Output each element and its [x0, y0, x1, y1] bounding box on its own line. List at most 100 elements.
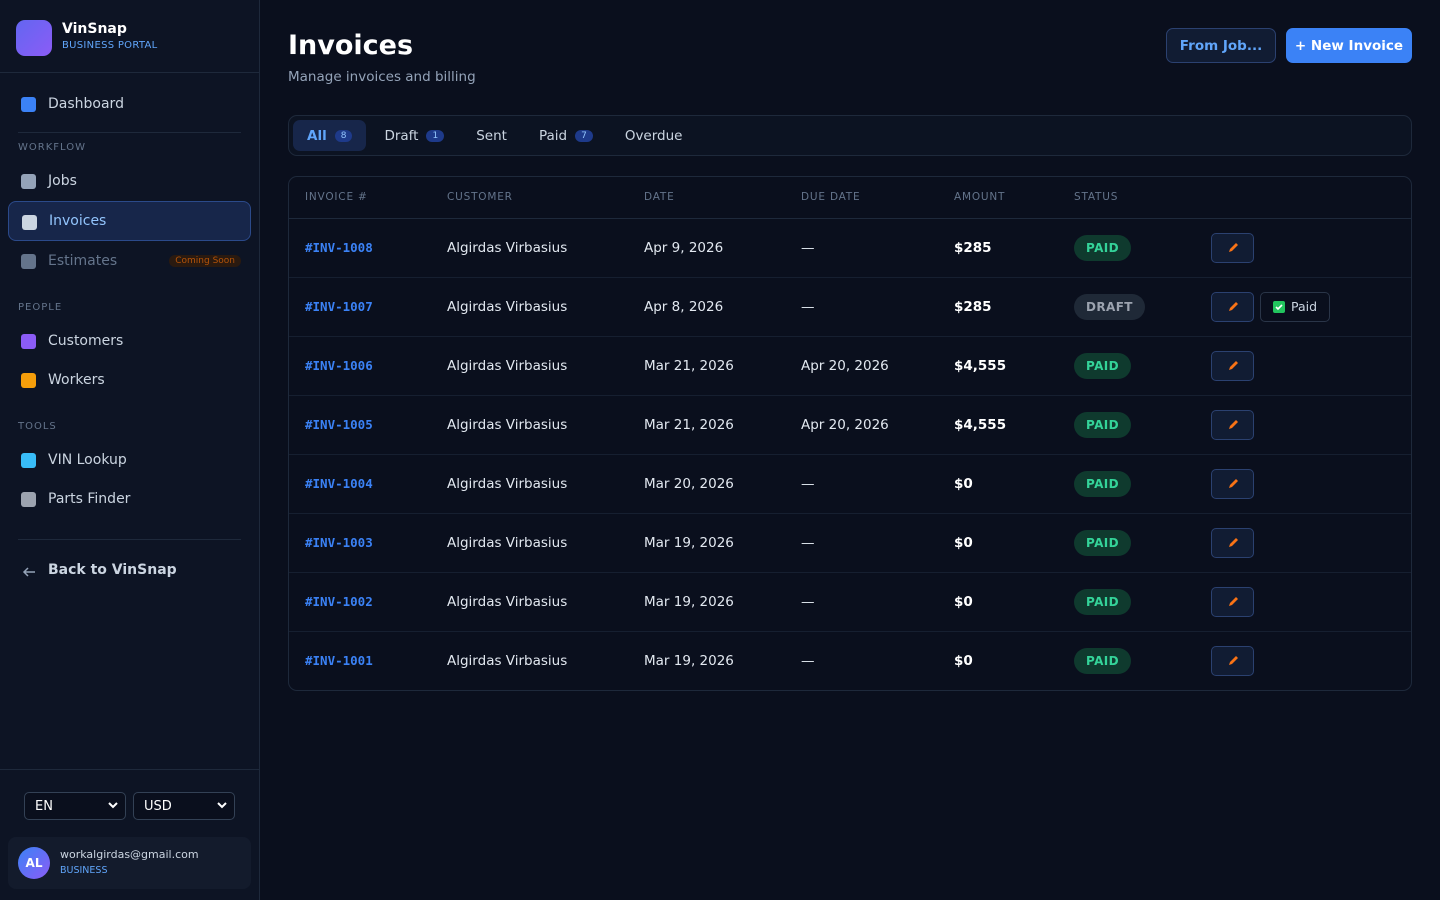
date: Apr 9, 2026 — [644, 218, 801, 278]
divider — [18, 132, 241, 133]
back-link[interactable]: Back to VinSnap — [8, 550, 251, 590]
edit-button[interactable] — [1211, 645, 1254, 676]
column-header: AMOUNT — [954, 177, 1074, 219]
cell — [1211, 513, 1411, 573]
page-subtitle: Manage invoices and billing — [288, 69, 476, 85]
tab[interactable]: Paid 7 — [525, 120, 607, 151]
actions — [1211, 586, 1411, 617]
nav-item[interactable]: Workers — [8, 360, 251, 400]
edit-icon — [1228, 242, 1238, 252]
nav-icon — [21, 492, 36, 507]
tab-label: Sent — [476, 127, 507, 144]
date: Mar 19, 2026 — [644, 572, 801, 632]
nav-item[interactable]: Invoices — [8, 201, 251, 241]
cell: #INV-1008 — [289, 218, 447, 278]
invoice-number[interactable]: #INV-1002 — [305, 593, 373, 609]
nav-icon — [21, 174, 36, 189]
due-date: — — [801, 277, 954, 337]
nav-item[interactable]: Jobs — [8, 161, 251, 201]
cell: #INV-1004 — [289, 454, 447, 514]
cell: PAID — [1074, 454, 1211, 514]
edit-button[interactable] — [1211, 409, 1254, 440]
nav-item[interactable]: Estimates Coming Soon — [8, 241, 251, 281]
cell — [1211, 218, 1411, 278]
invoice-number[interactable]: #INV-1007 — [305, 298, 373, 314]
nav-icon — [21, 373, 36, 388]
nav-label: Dashboard — [48, 96, 124, 112]
customer: Algirdas Virbasius — [447, 572, 644, 632]
user-card[interactable]: AL workalgirdas@gmail.com BUSINESS — [8, 837, 251, 889]
customer: Algirdas Virbasius — [447, 218, 644, 278]
check-icon — [1273, 300, 1285, 313]
nav-item[interactable]: Parts Finder — [8, 479, 251, 519]
nav-label: Customers — [48, 333, 124, 349]
actions — [1211, 232, 1411, 263]
due-date: — — [801, 454, 954, 514]
tab-count: 1 — [426, 129, 445, 142]
invoice-row: #INV-1008 Algirdas Virbasius Apr 9, 2026— $… — [289, 218, 1411, 278]
language-select[interactable]: EN — [24, 792, 126, 820]
edit-button[interactable] — [1211, 586, 1254, 617]
nav-item[interactable]: Customers — [8, 321, 251, 361]
invoice-number[interactable]: #INV-1005 — [305, 416, 373, 432]
invoice-number[interactable]: #INV-1001 — [305, 652, 373, 668]
actions — [1211, 645, 1411, 676]
avatar: AL — [18, 847, 50, 879]
edit-button[interactable] — [1211, 350, 1254, 381]
edit-icon — [1228, 419, 1238, 429]
column-header: DATE — [644, 177, 801, 219]
edit-button[interactable] — [1211, 527, 1254, 558]
edit-button[interactable] — [1211, 468, 1254, 499]
date: Mar 19, 2026 — [644, 513, 801, 573]
currency-select[interactable]: USD — [133, 792, 235, 820]
invoice-number[interactable]: #INV-1008 — [305, 239, 373, 255]
nav-icon — [21, 97, 36, 112]
status-badge: PAID — [1074, 234, 1132, 261]
customer: Algirdas Virbasius — [447, 277, 644, 337]
chevron — [108, 802, 118, 809]
cell: Paid — [1211, 277, 1411, 337]
tab[interactable]: Overdue — [611, 120, 697, 151]
edit-button[interactable] — [1211, 291, 1254, 322]
nav-label: Workers — [48, 372, 105, 388]
actions — [1211, 527, 1411, 558]
due-date: Apr 20, 2026 — [801, 336, 954, 396]
mark-paid-button[interactable]: Paid — [1260, 291, 1331, 322]
nav-label: Invoices — [49, 213, 107, 229]
nav-item[interactable]: Dashboard — [8, 84, 251, 124]
edit-icon — [1228, 596, 1238, 606]
tab[interactable]: Draft 1 — [370, 120, 458, 151]
from-job-button[interactable]: From Job... — [1166, 28, 1276, 63]
cell: #INV-1005 — [289, 395, 447, 455]
currency: USD — [144, 799, 172, 814]
column-header: CUSTOMER — [447, 177, 644, 219]
edit-button[interactable] — [1211, 232, 1254, 263]
section-heading: TOOLS — [18, 421, 57, 432]
tab-label: Paid — [538, 127, 568, 144]
invoice-row: #INV-1007 Algirdas Virbasius Apr 8, 2026— $… — [289, 277, 1411, 337]
edit-icon — [1228, 655, 1238, 665]
invoice-row: #INV-1001 Algirdas Virbasius Mar 19, 2026 —… — [289, 631, 1411, 690]
section-heading: WORKFLOW — [18, 142, 86, 153]
invoice-number[interactable]: #INV-1006 — [305, 357, 373, 373]
invoice-number[interactable]: #INV-1003 — [305, 534, 373, 550]
cell: DRAFT — [1074, 277, 1211, 337]
amount: $0 — [954, 454, 1074, 514]
cell — [1211, 395, 1411, 455]
nav-label: Estimates — [48, 253, 118, 269]
tab-count: 8 — [334, 129, 353, 142]
invoice-number[interactable]: #INV-1004 — [305, 475, 373, 491]
cell: #INV-1003 — [289, 513, 447, 573]
tab[interactable]: All 8 — [293, 120, 367, 151]
cell: #INV-1001 — [289, 631, 447, 690]
back-label: Back to VinSnap — [48, 562, 177, 578]
new-invoice-button[interactable]: + New Invoice — [1286, 28, 1412, 63]
customer: Algirdas Virbasius — [447, 454, 644, 514]
invoice-table: INVOICE # CUSTOMER DATE DUE DATE AMOUNT STATU… — [288, 176, 1412, 691]
customer: Algirdas Virbasius — [447, 336, 644, 396]
customer: Algirdas Virbasius — [447, 513, 644, 573]
divider — [18, 539, 241, 540]
tab[interactable]: Sent — [462, 120, 521, 151]
nav-item[interactable]: VIN Lookup — [8, 440, 251, 480]
